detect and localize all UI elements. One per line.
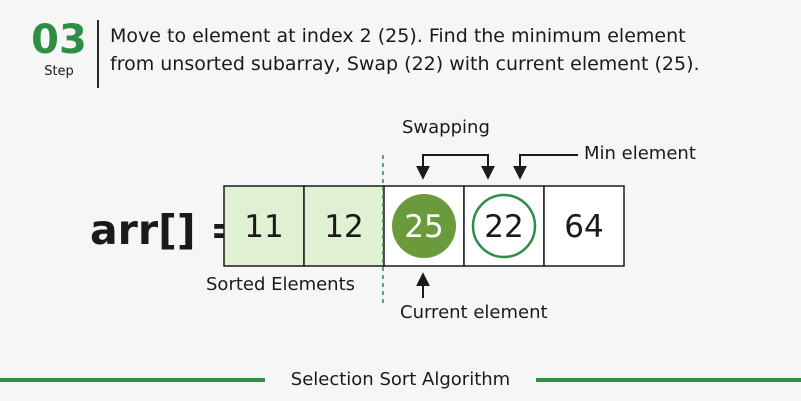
step-description: Move to element at index 2 (25). Find th… — [110, 22, 780, 78]
array-cell-value: 11 — [244, 209, 283, 245]
footer-line-right — [536, 378, 801, 382]
array-label: arr[] = — [90, 206, 245, 254]
array-cell-value: 64 — [564, 209, 603, 245]
array-cell-value: 22 — [484, 209, 523, 245]
min-element-connector — [519, 154, 578, 173]
array-cell-value: 12 — [324, 209, 363, 245]
sorted-elements-label: Sorted Elements — [206, 274, 356, 295]
array-cell-3: 22 — [463, 185, 545, 267]
footer-line-left — [0, 378, 265, 382]
footer-title: Selection Sort Algorithm — [270, 367, 531, 393]
array-cell-box — [303, 185, 385, 267]
array-cells: 11 12 25 22 64 — [223, 185, 625, 267]
current-element-label: Current element — [400, 302, 548, 323]
swapping-label: Swapping — [402, 117, 490, 138]
array-cell-value: 25 — [404, 209, 443, 245]
array-cell-box — [223, 185, 305, 267]
step-label: Step — [44, 64, 74, 79]
array-cell-1: 12 — [303, 185, 385, 267]
description-line-1: Move to element at index 2 (25). Find th… — [110, 25, 686, 47]
description-line-2: from unsorted subarray, Swap (22) with c… — [110, 53, 700, 75]
min-element-marker — [471, 193, 537, 259]
array-cell-0: 11 — [223, 185, 305, 267]
current-element-marker — [392, 194, 456, 258]
step-divider — [97, 20, 99, 88]
swapping-bracket — [422, 154, 489, 173]
array-cell-box — [543, 185, 625, 267]
array-cell-2: 25 — [383, 185, 465, 267]
step-number: 03 — [31, 17, 87, 63]
array-cell-4: 64 — [543, 185, 625, 267]
min-element-label: Min element — [584, 143, 696, 164]
